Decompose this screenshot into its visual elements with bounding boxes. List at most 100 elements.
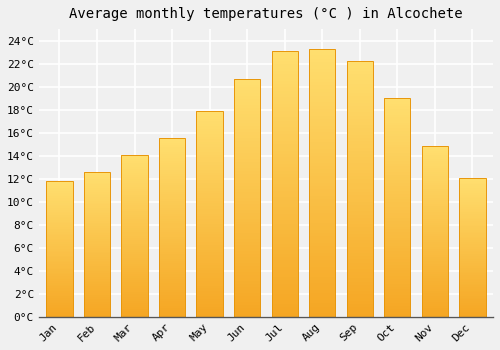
Bar [422, 202, 448, 204]
Bar [422, 276, 448, 279]
Bar [196, 314, 223, 317]
Bar [159, 241, 185, 243]
Bar [384, 104, 410, 106]
Bar [234, 260, 260, 263]
Bar [159, 170, 185, 172]
Bar [272, 150, 298, 154]
Bar [309, 189, 336, 193]
Bar [422, 304, 448, 306]
Bar [384, 155, 410, 158]
Bar [84, 233, 110, 235]
Bar [159, 198, 185, 201]
Bar [346, 272, 373, 275]
Bar [196, 175, 223, 178]
Bar [122, 173, 148, 175]
Bar [272, 267, 298, 270]
Bar [346, 294, 373, 297]
Bar [159, 286, 185, 288]
Bar [422, 163, 448, 166]
Bar [234, 293, 260, 296]
Bar [159, 223, 185, 225]
Bar [159, 288, 185, 290]
Bar [46, 261, 72, 262]
Bar [309, 270, 336, 273]
Bar [122, 244, 148, 246]
Bar [272, 157, 298, 161]
Bar [196, 203, 223, 206]
Bar [309, 236, 336, 240]
Bar [84, 203, 110, 204]
Bar [84, 275, 110, 277]
Bar [84, 301, 110, 302]
Bar [159, 284, 185, 286]
Bar [384, 158, 410, 161]
Bar [122, 171, 148, 173]
Bar [460, 284, 485, 286]
Bar [272, 284, 298, 287]
Bar [196, 139, 223, 142]
Bar [460, 279, 485, 280]
Bar [46, 315, 72, 317]
Bar [122, 187, 148, 189]
Bar [159, 167, 185, 170]
Bar [159, 188, 185, 190]
Bar [159, 276, 185, 279]
Bar [272, 91, 298, 94]
Bar [159, 194, 185, 196]
Bar [346, 71, 373, 74]
Bar [46, 308, 72, 310]
Bar [422, 281, 448, 283]
Bar [422, 225, 448, 228]
Bar [234, 195, 260, 198]
Bar [384, 136, 410, 139]
Bar [196, 222, 223, 224]
Bar [122, 254, 148, 256]
Bar [234, 186, 260, 189]
Bar [272, 121, 298, 124]
Bar [460, 223, 485, 225]
Bar [384, 169, 410, 172]
Bar [196, 170, 223, 173]
Bar [159, 192, 185, 194]
Bar [460, 252, 485, 254]
Bar [384, 202, 410, 205]
Bar [272, 88, 298, 91]
Bar [422, 193, 448, 195]
Bar [122, 169, 148, 171]
Bar [46, 251, 72, 252]
Bar [346, 285, 373, 288]
Bar [272, 181, 298, 184]
Bar [309, 223, 336, 226]
Bar [84, 253, 110, 255]
Bar [309, 112, 336, 116]
Bar [384, 114, 410, 117]
Bar [84, 217, 110, 219]
Bar [422, 300, 448, 302]
Bar [346, 246, 373, 250]
Bar [384, 194, 410, 197]
Bar [272, 134, 298, 137]
Bar [272, 294, 298, 297]
Bar [346, 96, 373, 100]
Bar [122, 299, 148, 301]
Bar [84, 188, 110, 190]
Bar [384, 246, 410, 248]
Bar [422, 268, 448, 270]
Bar [272, 127, 298, 131]
Bar [384, 257, 410, 259]
Bar [460, 244, 485, 245]
Bar [422, 221, 448, 223]
Bar [422, 266, 448, 268]
Bar [460, 207, 485, 209]
Bar [460, 184, 485, 186]
Bar [309, 82, 336, 85]
Bar [384, 312, 410, 314]
Bar [234, 224, 260, 228]
Bar [46, 198, 72, 200]
Bar [234, 88, 260, 90]
Bar [196, 136, 223, 139]
Bar [159, 219, 185, 221]
Bar [196, 111, 223, 317]
Bar [309, 287, 336, 290]
Bar [422, 310, 448, 313]
